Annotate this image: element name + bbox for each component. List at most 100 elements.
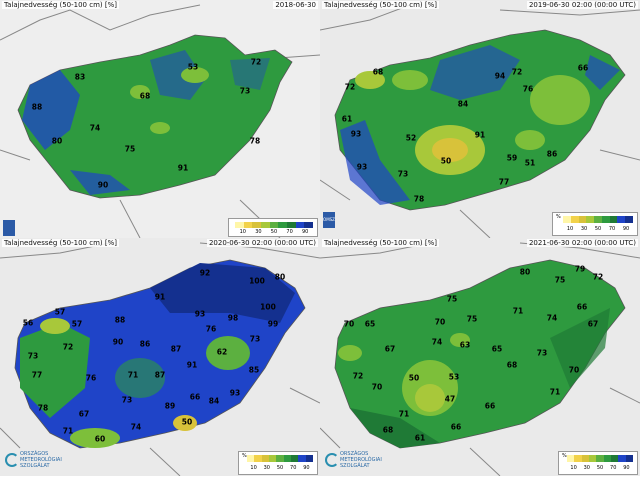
map-label: 93 [194, 309, 206, 319]
map-label: 77 [498, 177, 510, 187]
map-label: 73 [536, 348, 548, 358]
legend-ticks: 10 30 50 70 90 [250, 465, 310, 471]
map-label: 70 [371, 382, 383, 392]
map-label: 68 [382, 425, 394, 435]
map-panel-2018: Talajnedvesség (50-100 cm) [%] 2018-06-3… [0, 0, 320, 238]
map-label: 90 [112, 337, 124, 347]
panel-title: Talajnedvesség (50-100 cm) [%] [322, 239, 439, 247]
map-label: 84 [457, 99, 469, 109]
map-panel-2021: Talajnedvesség (50-100 cm) [%] 2021-06-3… [320, 238, 640, 476]
map-label: 68 [139, 91, 151, 101]
legend-bar [567, 455, 633, 462]
map-label: 72 [344, 82, 356, 92]
map-label: 70 [568, 365, 580, 375]
omsz-logo-text: ORSZÁGOS METEOROLÓGIAI SZOLGÁLAT [340, 451, 382, 469]
map-label: 78 [413, 194, 425, 204]
map-label: 71 [512, 306, 524, 316]
map-label: 71 [549, 387, 561, 397]
map-label: 71 [398, 409, 410, 419]
map-label: 56 [22, 318, 34, 328]
map-label: 66 [576, 302, 588, 312]
legend: 10 30 50 70 90 [228, 218, 318, 237]
map-label: 67 [78, 409, 90, 419]
map-label: 67 [384, 344, 396, 354]
map-label: 67 [587, 319, 599, 329]
map-label: 57 [54, 307, 66, 317]
map-label: 90 [97, 180, 109, 190]
map-label: 77 [31, 370, 43, 380]
map-label: 53 [448, 372, 460, 382]
map-label: 76 [85, 373, 97, 383]
map-label: 73 [121, 395, 133, 405]
map-label: 75 [124, 144, 136, 154]
map-label: 76 [522, 84, 534, 94]
map-label: 62 [216, 347, 228, 357]
map-label: 93 [350, 129, 362, 139]
map-label: 80 [51, 136, 63, 146]
map-label: 98 [227, 313, 239, 323]
omsz-logo: OMSZ [323, 212, 335, 228]
map-label: 60 [94, 434, 106, 444]
map-label: 87 [170, 344, 182, 354]
map-label: 91 [177, 163, 189, 173]
map-label: 65 [364, 319, 376, 329]
map-label: 66 [189, 392, 201, 402]
map-label: 50 [181, 417, 193, 427]
legend-ticks: 10 30 50 70 90 [570, 465, 630, 471]
panel-date: 2018-06-30 [273, 1, 318, 9]
map-label: 68 [506, 360, 518, 370]
map-label: 91 [154, 292, 166, 302]
map-label: 47 [444, 394, 456, 404]
map-label: 75 [446, 294, 458, 304]
map-label: 66 [577, 63, 589, 73]
map-label: 74 [89, 123, 101, 133]
map-label: 78 [249, 136, 261, 146]
legend-bar [235, 222, 314, 228]
map-label: 70 [434, 317, 446, 327]
map-label: 80 [274, 272, 286, 282]
map-label: 63 [459, 340, 471, 350]
legend: % 10 30 50 70 90 [238, 451, 318, 475]
map-label: 50 [440, 156, 452, 166]
map-label: 57 [71, 319, 83, 329]
panel-date: 2021-06-30 02:00 (00:00 UTC) [526, 239, 638, 247]
legend-unit: % [556, 214, 561, 220]
legend-ticks: 10 30 50 70 90 [239, 229, 309, 235]
map-label: 84 [208, 396, 220, 406]
map-label: 87 [154, 370, 166, 380]
map-label: 75 [554, 275, 566, 285]
map-label: 88 [114, 315, 126, 325]
map-label: 91 [474, 130, 486, 140]
map-label: 73 [397, 169, 409, 179]
map-label: 66 [450, 422, 462, 432]
map-label: 73 [249, 334, 261, 344]
map-label: 91 [186, 360, 198, 370]
map-label: 86 [546, 149, 558, 159]
panel-date: 2019-06-30 02:00 (00:00 UTC) [526, 1, 638, 9]
map-label: 73 [239, 86, 251, 96]
map-label: 99 [267, 319, 279, 329]
map-label: 51 [524, 158, 536, 168]
map-label: 61 [414, 433, 426, 443]
map-label: 85 [248, 365, 260, 375]
map-label: 74 [431, 337, 443, 347]
map-label: 53 [187, 62, 199, 72]
omsz-logo [3, 220, 15, 236]
legend: % 10 30 50 70 90 [552, 212, 638, 236]
legend: % 10 30 50 70 90 [558, 451, 638, 475]
legend-ticks: 10 30 50 70 90 [566, 226, 630, 232]
map-label: 71 [127, 370, 139, 380]
map-label: 72 [250, 57, 262, 67]
map-label: 72 [511, 67, 523, 77]
legend-unit: % [562, 453, 567, 459]
map-label: 72 [592, 272, 604, 282]
map-label: 70 [343, 319, 355, 329]
map-label: 78 [37, 403, 49, 413]
map-label: 76 [205, 324, 217, 334]
map-label: 74 [130, 422, 142, 432]
map-label: 68 [372, 67, 384, 77]
map-label: 83 [74, 72, 86, 82]
map-label: 93 [229, 388, 241, 398]
legend-bar [247, 455, 313, 462]
